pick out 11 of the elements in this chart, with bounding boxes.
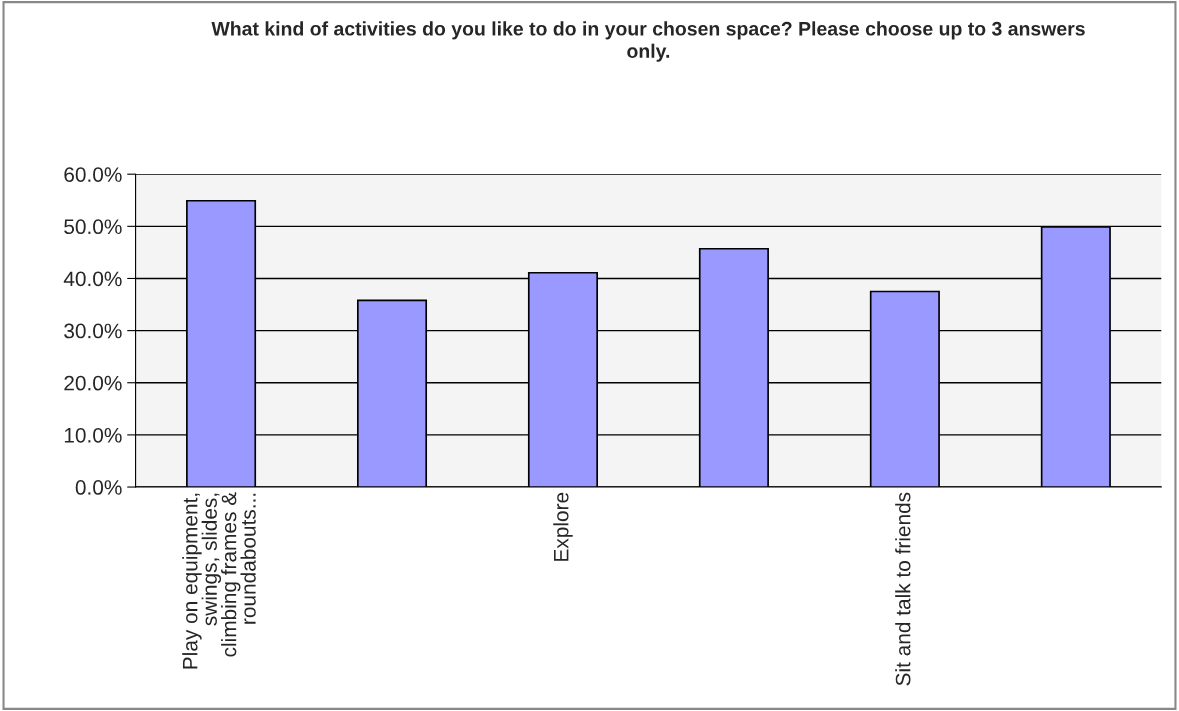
chart-title: What kind of activities do you like to do in your chosen space? Please choose up to 3 answers only.	[211, 21, 1085, 62]
x-tick-label: Explore	[553, 492, 573, 561]
y-tick-label: 20.0%	[64, 375, 122, 391]
y-tick-label: 0.0%	[75, 480, 122, 495]
x-tick-label: Play on equipment, swings, slides, climbing frames & roundabouts...	[182, 492, 256, 669]
y-tick-label: 50.0%	[64, 219, 122, 235]
y-tick-label: 40.0%	[63, 271, 122, 287]
y-tick-label: 10.0%	[64, 427, 122, 443]
y-tick-label: 60.0%	[64, 167, 122, 182]
x-tick-label: Sit and talk to friends	[895, 492, 911, 686]
y-tick-label: 30.0%	[64, 323, 122, 339]
